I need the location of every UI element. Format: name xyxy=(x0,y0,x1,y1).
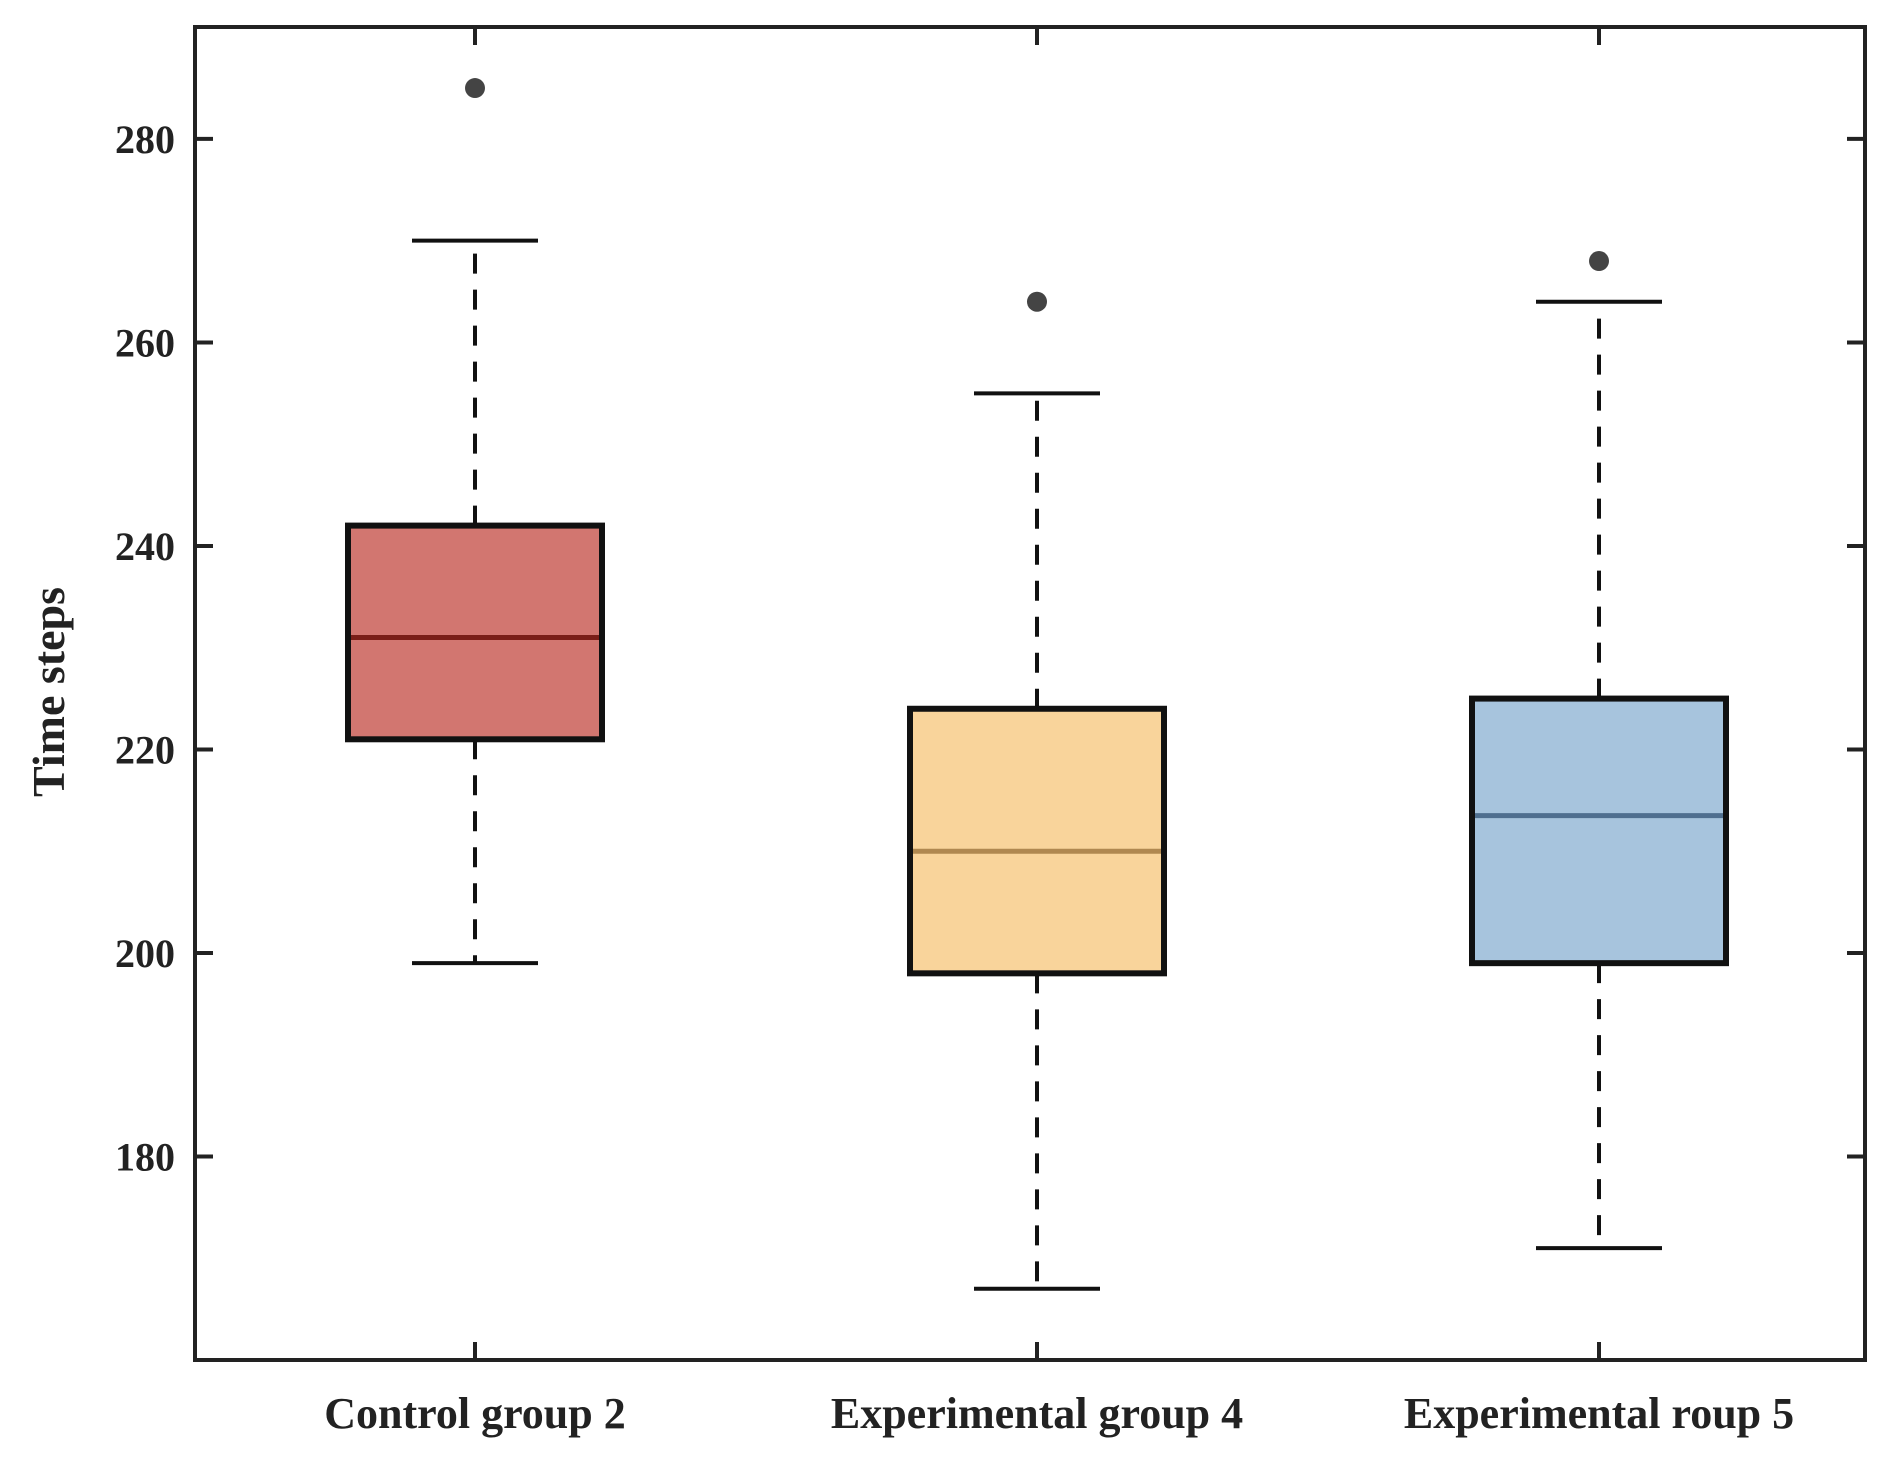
box-iqr xyxy=(907,705,1167,977)
y-tick-label: 260 xyxy=(115,320,175,365)
x-axis-categories: Control group 2 Experimental group 4 Exper… xyxy=(324,1389,1794,1438)
box-group-2 xyxy=(907,27,1167,1360)
y-tick-label: 180 xyxy=(115,1134,175,1179)
x-category-label: Control group 2 xyxy=(324,1389,626,1438)
box-group-3 xyxy=(1469,27,1729,1360)
y-tick-label: 280 xyxy=(115,117,175,162)
outlier-point xyxy=(465,78,485,99)
y-tick-label: 220 xyxy=(115,727,175,772)
y-tick-label: 200 xyxy=(115,931,175,976)
x-category-label: Experimental group 4 xyxy=(831,1389,1243,1438)
outlier-point xyxy=(1589,251,1609,272)
y-tick-label: 240 xyxy=(115,524,175,569)
box-iqr xyxy=(1469,695,1729,967)
plot-frame xyxy=(193,25,1867,1362)
outlier-point xyxy=(1027,291,1047,312)
box-iqr xyxy=(345,522,605,743)
box-group-1 xyxy=(345,27,605,1360)
x-category-label: Experimental roup 5 xyxy=(1404,1389,1794,1438)
y-axis-ticks: 180 200 220 240 260 280 xyxy=(115,117,1865,1179)
plot-area xyxy=(345,27,1729,1360)
y-axis-title: Time steps xyxy=(23,587,74,797)
